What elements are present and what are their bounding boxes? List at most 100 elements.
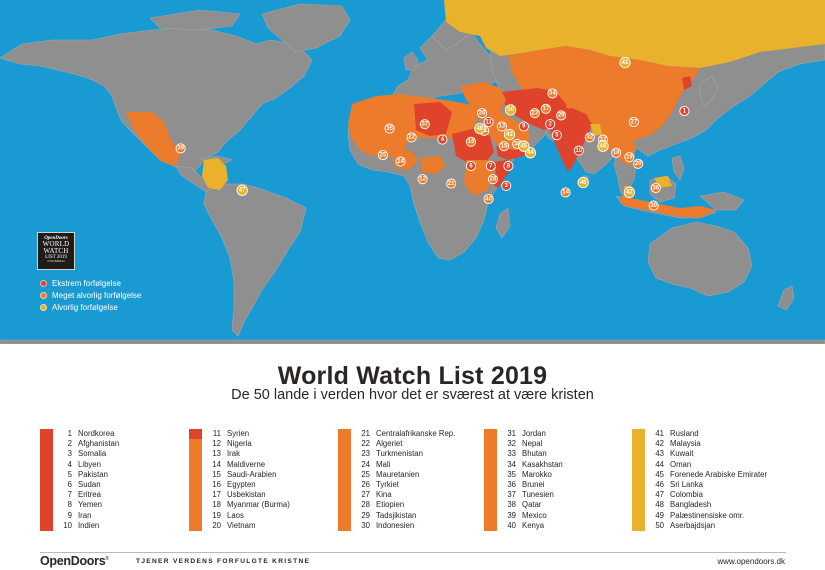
rank-number: 36	[507, 479, 516, 489]
ranking-row: 44 Oman	[652, 460, 767, 470]
map-marker-11: 11	[483, 116, 494, 128]
rank-number: 44	[655, 459, 664, 469]
map-marker-label: 15	[501, 144, 508, 150]
map-marker-label: 1	[683, 108, 687, 114]
country-fill-china-central-asia	[508, 46, 700, 140]
ranking-row: 22 Algeriet	[358, 439, 455, 449]
country-fill-malaysia	[624, 176, 672, 196]
ranking-row: 48 Bangladesh	[652, 500, 767, 510]
website-link[interactable]: www.opendoors.dk	[717, 557, 785, 566]
rank-number: 37	[507, 490, 516, 500]
map-marker-label: 11	[485, 119, 492, 125]
country-name: Nigeria	[227, 439, 252, 449]
ranking-list: 41 Rusland 42 Malaysia 43 Kuwait 44 Oman 45 F…	[652, 429, 767, 531]
legend-item-extreme: Ekstrem forfølgelse	[40, 277, 141, 289]
map-marker-7: 7	[485, 160, 496, 172]
map-marker-label: 12	[419, 177, 426, 183]
map-marker-35: 35	[384, 123, 395, 134]
map-marker-label: 8	[507, 163, 511, 169]
country-name: Kina	[376, 490, 392, 500]
ranking-row: 35 Marokko	[504, 470, 563, 480]
map-marker-28: 28	[487, 174, 499, 185]
ranking-row: 10 Indien	[60, 521, 119, 531]
map-marker-circle	[518, 140, 530, 152]
ranking-row: 3 Somalia	[60, 449, 119, 459]
map-marker-circle	[518, 121, 529, 132]
japan	[699, 75, 719, 107]
country-name: Vietnam	[227, 520, 256, 530]
map-marker-6: 6	[465, 160, 477, 172]
map-marker-41: 41	[619, 56, 631, 69]
map-marker-circle	[476, 108, 488, 119]
ranking-row: 4 Libyen	[60, 460, 119, 470]
map-marker-circle	[611, 147, 622, 158]
map-marker-label: 29	[558, 113, 565, 119]
map-marker-circle	[503, 128, 516, 141]
map-marker-43: 43	[503, 128, 516, 141]
map-marker-label: 38	[514, 141, 521, 147]
ranking-row: 8 Yemen	[60, 500, 119, 510]
map-marker-label: 24	[397, 159, 404, 165]
map-marker-9: 9	[518, 121, 529, 132]
country-name: Tyrkiet	[376, 479, 399, 489]
country-name: Centralafrikanske Rep.	[376, 429, 456, 438]
new-zealand	[777, 285, 795, 311]
rank-number: 41	[655, 429, 664, 438]
country-name: Sudan	[78, 479, 101, 489]
map-marker-label: 19	[626, 155, 633, 161]
map-marker-label: 21	[448, 181, 455, 187]
ranking-row: 38 Qatar	[504, 500, 563, 510]
map-marker-circle	[496, 121, 507, 132]
country-fill-russia	[444, 0, 825, 68]
ranking-row: 7 Eritrea	[60, 490, 119, 500]
country-name: Syrien	[227, 429, 250, 438]
rank-number: 2	[67, 439, 72, 449]
map-marker-circle	[485, 160, 496, 172]
country-name: Laos	[227, 510, 244, 520]
country-name: Kuwait	[670, 449, 694, 459]
map-marker-label: 7	[489, 163, 493, 169]
map-marker-circle	[417, 174, 428, 185]
rank-number: 38	[507, 500, 516, 510]
map-marker-2: 2	[545, 119, 556, 130]
map-marker-circle	[624, 152, 635, 163]
ranking-row: 39 Mexico	[504, 511, 563, 521]
arctic-islands	[149, 9, 241, 31]
ranking-list: 1 Nordkorea 2 Afghanistan 3 Somalia 4 Libyen…	[60, 429, 119, 531]
map-marker-circle	[529, 108, 540, 119]
legend-label-extreme: Ekstrem forfølgelse	[52, 278, 121, 288]
open-doors-logo[interactable]: OpenDoors®	[40, 554, 109, 568]
map-marker-label: 30	[650, 203, 657, 209]
map-marker-19: 19	[624, 152, 635, 163]
map-marker-label: 36	[652, 185, 659, 191]
map-marker-label: 20	[635, 161, 642, 167]
map-marker-circle	[474, 122, 486, 135]
ranking-row: 43 Kuwait	[652, 449, 767, 459]
rank-number: 24	[361, 459, 370, 469]
map-marker-label: 9	[522, 124, 526, 130]
map-marker-label: 33	[600, 137, 607, 143]
map-marker-label: 50	[507, 107, 514, 113]
map-marker-label: 25	[380, 152, 387, 158]
map-marker-23: 23	[529, 108, 540, 119]
rank-number: 32	[507, 439, 516, 449]
logo-registered-mark: ®	[105, 555, 109, 562]
rank-number: 45	[655, 469, 664, 479]
rank-number: 13	[212, 449, 221, 459]
rank-number: 34	[507, 459, 516, 469]
ranking-row: 2 Afghanistan	[60, 439, 120, 449]
country-name: Eritrea	[78, 490, 101, 500]
rank-number: 7	[67, 490, 72, 500]
map-marker-circle	[619, 56, 631, 69]
ranking-row: 32 Nepal	[504, 439, 563, 449]
legend-dot-severe	[40, 303, 47, 311]
footer-divider	[40, 552, 786, 553]
map-marker-label: 28	[490, 177, 497, 183]
map-marker-label: 44	[527, 150, 534, 156]
rank-number: 21	[361, 429, 370, 438]
rank-number: 39	[507, 510, 516, 520]
rank-number: 5	[67, 469, 72, 479]
map-marker-46: 46	[577, 176, 589, 189]
rank-number: 40	[507, 520, 516, 530]
philippines	[671, 155, 685, 181]
